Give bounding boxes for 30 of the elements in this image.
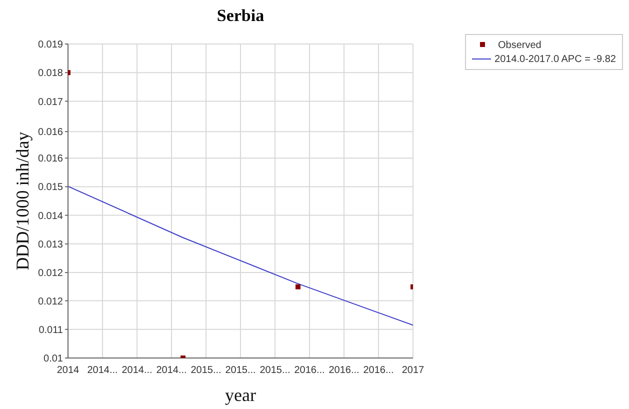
x-tick-label: 2015... (225, 365, 256, 376)
y-tick-label: 0.018 (38, 68, 64, 80)
chart-title: Serbia (216, 6, 266, 26)
x-tick-label: 2014... (87, 365, 118, 376)
x-tick-label: 2014 (56, 365, 80, 376)
y-tick-label: 0.01 (44, 354, 64, 365)
y-tick-label: 0.016 (38, 154, 64, 165)
legend-label: Observed (498, 40, 542, 50)
x-tick-label: 2016... (363, 365, 394, 376)
point (296, 284, 300, 290)
y-tick-label: 0.016 (38, 127, 64, 138)
x-tick-label: 2014... (122, 365, 152, 376)
y-tick-label: 0.017 (38, 96, 64, 108)
y-tick-label: 0.019 (38, 40, 64, 51)
y-tick-label: 0.012 (38, 268, 64, 280)
x-tick-label: 2014... (156, 365, 187, 376)
line-series (68, 186, 413, 326)
x-tick-label: 2015... (260, 365, 290, 376)
y-axis-title: DDD/1000 inh/day (12, 132, 32, 270)
y-tick-label: 0.013 (38, 239, 64, 250)
legend-label: 2014.0-2017.0 APC = -9.82 (494, 54, 616, 64)
y-tick-label: 0.012 (38, 296, 64, 308)
y-tick-label: 0.014 (38, 210, 64, 222)
x-tick-label: 2015... (190, 365, 222, 376)
x-axis-title: year (225, 385, 256, 405)
y-tick-label: 0.015 (38, 182, 64, 194)
x-tick-label: 2016... (294, 365, 325, 376)
y-tick-label: 0.011 (38, 324, 64, 336)
x-tick-label: 2017 (402, 365, 425, 376)
x-tick-label: 2016... (328, 365, 360, 376)
